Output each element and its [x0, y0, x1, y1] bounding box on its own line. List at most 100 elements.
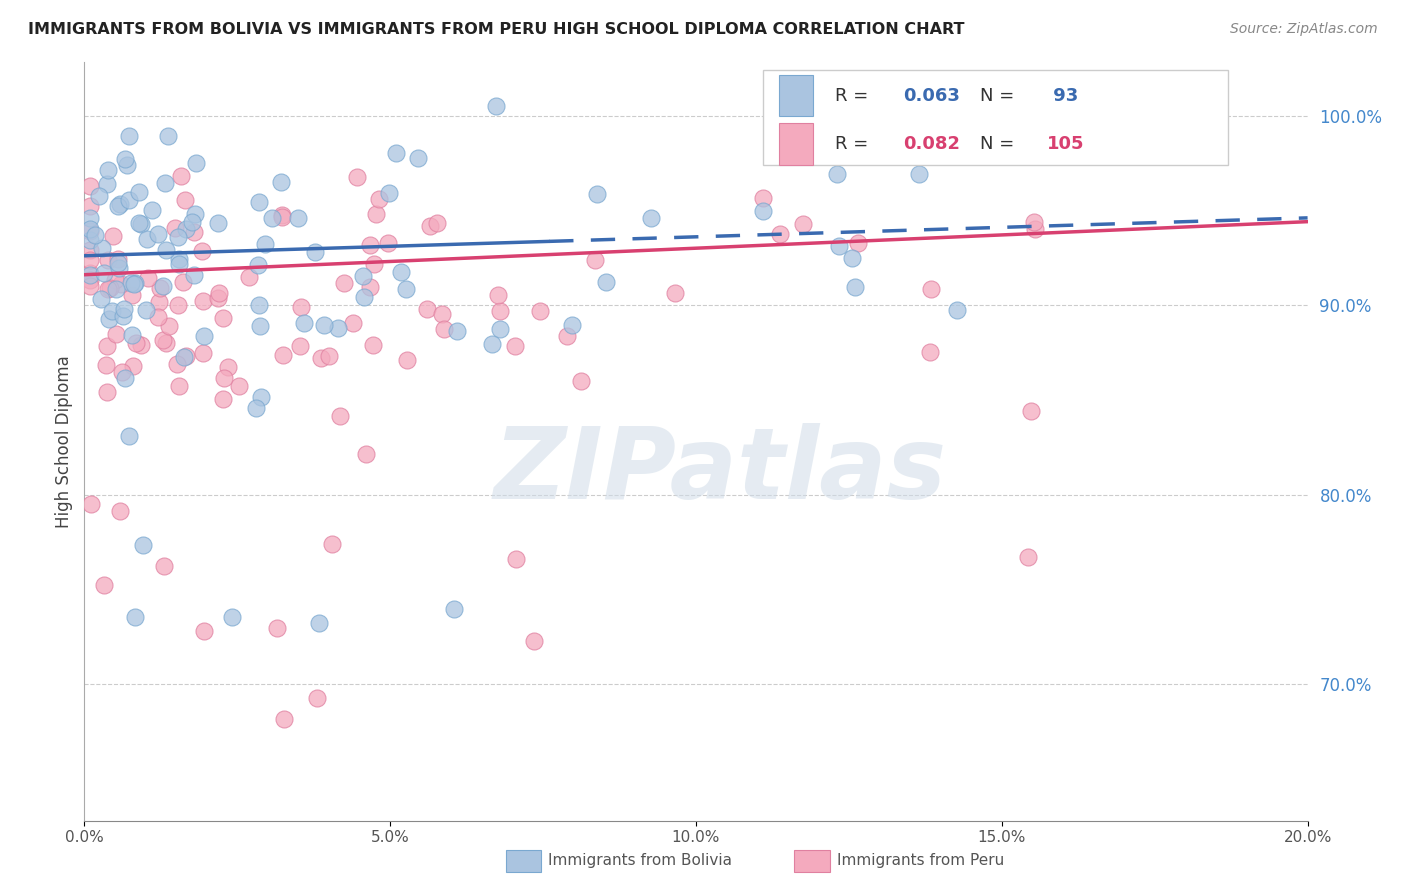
Point — [752, 191, 775, 205]
Point — [271, 210, 294, 224]
Point — [79, 233, 101, 247]
Point — [395, 353, 418, 368]
Point — [184, 207, 207, 221]
Point — [312, 318, 335, 333]
Point — [249, 318, 271, 333]
Point — [664, 285, 686, 300]
Point — [93, 266, 115, 280]
Point — [363, 256, 385, 270]
Point — [173, 193, 195, 207]
Point — [260, 211, 283, 226]
Point — [1017, 550, 1039, 565]
Point — [752, 204, 775, 219]
Point — [385, 146, 408, 161]
Point — [193, 329, 215, 343]
Point — [287, 211, 309, 226]
Point — [221, 610, 243, 624]
Text: N =: N = — [980, 87, 1019, 104]
Point — [96, 178, 118, 192]
Point — [585, 187, 607, 202]
Point — [416, 301, 439, 316]
Point — [212, 392, 235, 406]
Point — [368, 192, 391, 206]
Point — [148, 295, 170, 310]
Point — [91, 241, 114, 255]
Point — [114, 152, 136, 166]
Point — [529, 304, 551, 318]
Point — [191, 293, 214, 308]
Point — [1021, 403, 1043, 417]
Point — [920, 282, 942, 296]
Point — [555, 329, 578, 343]
Text: IMMIGRANTS FROM BOLIVIA VS IMMIGRANTS FROM PERU HIGH SCHOOL DIPLOMA CORRELATION : IMMIGRANTS FROM BOLIVIA VS IMMIGRANTS FR… — [28, 22, 965, 37]
Point — [253, 236, 276, 251]
Point — [101, 304, 124, 318]
Point — [124, 610, 146, 624]
Y-axis label: High School Diploma: High School Diploma — [55, 355, 73, 528]
Point — [249, 390, 271, 404]
Point — [125, 335, 148, 350]
FancyBboxPatch shape — [779, 123, 814, 165]
Point — [1024, 221, 1046, 235]
Point — [172, 275, 194, 289]
Point — [121, 327, 143, 342]
Point — [389, 264, 412, 278]
Point — [105, 282, 128, 296]
Point — [141, 202, 163, 217]
Point — [294, 317, 316, 331]
Point — [561, 318, 583, 333]
Point — [104, 273, 127, 287]
Point — [433, 322, 456, 336]
Point — [290, 300, 312, 314]
Point — [361, 338, 384, 352]
Point — [79, 224, 101, 238]
Point — [157, 319, 180, 334]
Text: Source: ZipAtlas.com: Source: ZipAtlas.com — [1230, 22, 1378, 37]
Point — [486, 288, 509, 302]
Point — [108, 503, 131, 517]
Text: 93: 93 — [1047, 87, 1078, 104]
Point — [156, 128, 179, 143]
Point — [356, 447, 378, 461]
Point — [228, 379, 250, 393]
Point — [104, 326, 127, 341]
Point — [98, 281, 121, 295]
Point — [155, 336, 177, 351]
Point — [96, 282, 118, 296]
Point — [326, 321, 349, 335]
Point — [266, 621, 288, 635]
Point — [118, 129, 141, 144]
Point — [364, 206, 387, 220]
Point — [146, 310, 169, 324]
Point — [169, 257, 191, 271]
Point — [107, 252, 129, 266]
Point — [107, 256, 129, 270]
Point — [96, 384, 118, 399]
Point — [271, 348, 294, 362]
Point — [342, 316, 364, 330]
FancyBboxPatch shape — [779, 75, 814, 117]
Point — [908, 167, 931, 181]
Point — [308, 615, 330, 630]
Text: R =: R = — [835, 135, 875, 153]
Point — [212, 371, 235, 385]
Point — [359, 237, 381, 252]
Point — [155, 243, 177, 257]
Point — [825, 167, 848, 181]
Point — [485, 99, 508, 113]
Point — [359, 280, 381, 294]
Point — [166, 230, 188, 244]
Point — [846, 236, 869, 251]
Point — [149, 281, 172, 295]
Point — [152, 279, 174, 293]
Point — [122, 277, 145, 292]
Point — [841, 251, 863, 265]
Point — [290, 339, 312, 353]
Text: 0.063: 0.063 — [903, 87, 959, 104]
Point — [583, 252, 606, 267]
Point — [124, 276, 146, 290]
Point — [79, 253, 101, 268]
Point — [395, 282, 418, 296]
Point — [79, 178, 101, 193]
Point — [112, 301, 135, 316]
